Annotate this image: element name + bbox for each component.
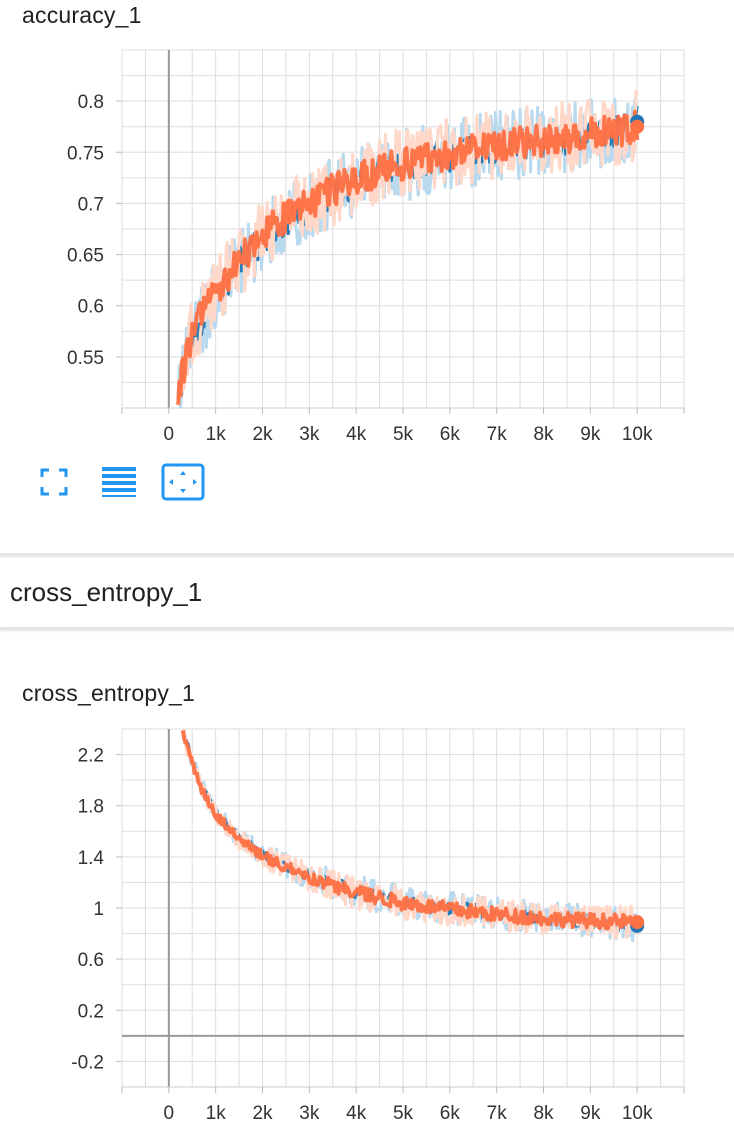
series-smoothed-line bbox=[180, 730, 640, 931]
grid bbox=[121, 49, 685, 409]
x-tick-label: 5k bbox=[393, 424, 414, 445]
chart-title-accuracy: accuracy_1 bbox=[22, 2, 142, 28]
series-smoothed-line bbox=[176, 109, 640, 406]
chart-toolbar bbox=[34, 462, 224, 502]
x-axis: 0 1k 2k 3k 4k 5k 6k 7k 8k 9k 10k bbox=[121, 1086, 685, 1124]
series-endpoint-marker bbox=[630, 119, 645, 134]
x-tick-label: 7k bbox=[487, 1103, 508, 1124]
y-tick-label: 0.8 bbox=[78, 92, 104, 113]
x-tick-label: 6k bbox=[440, 1103, 461, 1124]
group-header-cross-entropy[interactable]: cross_entropy_1 bbox=[10, 577, 203, 607]
y-tick-label: 0.2 bbox=[78, 1001, 104, 1022]
x-tick-label: 8k bbox=[533, 1103, 554, 1124]
y-tick-label: 0.6 bbox=[78, 950, 104, 971]
x-axis: 0 1k 2k 3k 4k 5k 6k 7k 8k 9k 10k bbox=[121, 407, 685, 445]
x-tick-label: 9k bbox=[580, 424, 601, 445]
x-tick-label: 2k bbox=[252, 424, 273, 445]
accuracy-chart: 0 1k 2k 3k 4k 5k 6k 7k 8k 9k 10k 0.55 0.6 0.65 0.7 0.75… bbox=[0, 40, 734, 460]
x-tick-label: 1k bbox=[206, 424, 227, 445]
chart-title-cross-entropy: cross_entropy_1 bbox=[22, 680, 196, 706]
x-tick-label: 2k bbox=[252, 1103, 273, 1124]
y-tick-label: 0.75 bbox=[67, 143, 104, 164]
y-axis: -0.2 0.2 0.6 1 1.4 1.8 2.2 bbox=[71, 746, 122, 1073]
x-tick-label: 0 bbox=[164, 424, 175, 445]
y-tick-label: 1 bbox=[93, 899, 104, 920]
fit-domain-icon bbox=[161, 463, 205, 501]
log-scale-button[interactable] bbox=[98, 462, 142, 502]
accuracy-chart-svg: 0 1k 2k 3k 4k 5k 6k 7k 8k 9k 10k 0.55 0.6 0.65 0.7 0.75… bbox=[67, 49, 685, 445]
x-tick-label: 10k bbox=[622, 424, 653, 445]
y-tick-label: 1.8 bbox=[78, 797, 104, 818]
x-tick-label: 1k bbox=[206, 1103, 227, 1124]
x-tick-label: 9k bbox=[580, 1103, 601, 1124]
x-tick-label: 10k bbox=[622, 1103, 653, 1124]
fit-domain-button[interactable] bbox=[160, 462, 205, 502]
series-group bbox=[180, 729, 640, 943]
cross-entropy-chart: 0 1k 2k 3k 4k 5k 6k 7k 8k 9k 10k -0.2 0.2 0.6 1 1.4 1.8 2… bbox=[0, 715, 734, 1131]
y-tick-label: -0.2 bbox=[71, 1052, 104, 1073]
y-tick-label: 0.55 bbox=[67, 348, 104, 369]
log-scale-icon bbox=[102, 467, 136, 497]
x-tick-label: 3k bbox=[299, 1103, 320, 1124]
divider-bottom bbox=[0, 627, 734, 630]
x-tick-label: 0 bbox=[164, 1103, 175, 1124]
fullscreen-button[interactable] bbox=[34, 462, 78, 502]
divider-top bbox=[0, 553, 734, 556]
y-tick-label: 1.4 bbox=[78, 848, 105, 869]
y-tick-label: 0.7 bbox=[78, 194, 104, 215]
x-tick-label: 4k bbox=[346, 1103, 367, 1124]
cross-entropy-chart-svg: 0 1k 2k 3k 4k 5k 6k 7k 8k 9k 10k -0.2 0.2 0.6 1 1.4 1.8 2… bbox=[71, 728, 685, 1124]
y-tick-label: 2.2 bbox=[78, 746, 104, 767]
x-tick-label: 5k bbox=[393, 1103, 414, 1124]
y-axis: 0.55 0.6 0.65 0.7 0.75 0.8 bbox=[67, 92, 122, 369]
grid bbox=[121, 728, 685, 1088]
fullscreen-icon bbox=[40, 468, 68, 496]
x-tick-label: 6k bbox=[440, 424, 461, 445]
y-tick-label: 0.65 bbox=[67, 246, 104, 267]
x-tick-label: 8k bbox=[533, 424, 554, 445]
x-tick-label: 3k bbox=[299, 424, 320, 445]
series-endpoint-marker bbox=[630, 915, 645, 930]
x-tick-label: 7k bbox=[487, 424, 508, 445]
y-tick-label: 0.6 bbox=[78, 297, 104, 318]
x-tick-label: 4k bbox=[346, 424, 367, 445]
series-group bbox=[176, 89, 640, 408]
